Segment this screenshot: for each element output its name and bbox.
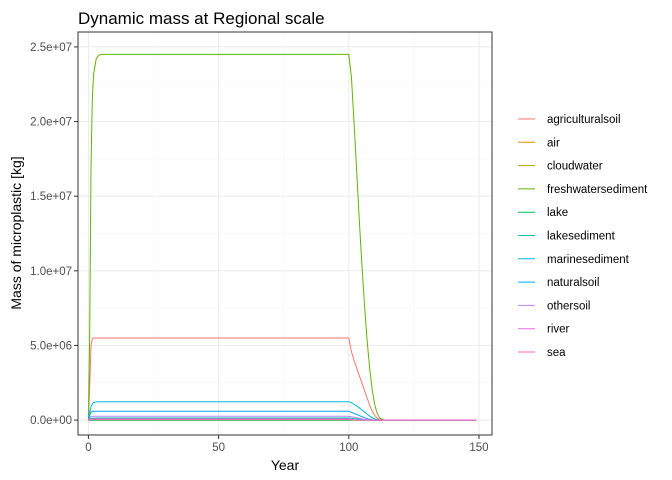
grid-layer — [78, 32, 492, 435]
y-tick-label: 1.0e+07 — [30, 266, 72, 278]
legend: agriculturalsoil air cloudwater freshwaters… — [518, 114, 648, 359]
x-tick-label: 100 — [339, 442, 358, 454]
y-axis-title: Mass of microplastic [kg] — [8, 156, 24, 309]
x-tick-label: 0 — [85, 442, 91, 454]
plot-panel — [77, 31, 493, 436]
x-axis: 0 50 100 150 — [85, 435, 489, 454]
legend-label-river: river — [547, 324, 570, 336]
y-axis: 0.0e+00 5.0e+06 1.0e+07 1.5e+07 2.0e+07 2.5e+… — [30, 42, 78, 427]
legend-label-sea: sea — [547, 347, 566, 359]
y-tick-label: 0.0e+00 — [30, 415, 72, 427]
legend-label-lake: lake — [547, 207, 568, 219]
legend-label-cloudwater: cloudwater — [547, 161, 603, 173]
series-line-sea — [88, 419, 477, 421]
y-tick-label: 5.0e+06 — [30, 340, 72, 352]
legend-label-freshwatersediment: freshwatersediment — [547, 184, 648, 196]
legend-label-naturalsoil: naturalsoil — [547, 277, 599, 289]
legend-label-othersoil: othersoil — [547, 300, 590, 312]
series-layer — [87, 53, 477, 421]
y-tick-label: 2.0e+07 — [30, 117, 72, 129]
chart-title: Dynamic mass at Regional scale — [78, 9, 325, 28]
x-axis-title: Year — [271, 457, 300, 473]
x-tick-label: 50 — [212, 442, 225, 454]
legend-label-lakesediment: lakesediment — [547, 231, 616, 243]
legend-label-marinesediment: marinesediment — [547, 254, 630, 266]
legend-label-air: air — [547, 137, 560, 149]
x-tick-label: 150 — [469, 442, 488, 454]
y-tick-label: 1.5e+07 — [30, 191, 72, 203]
panel-border — [77, 31, 493, 436]
legend-label-agriculturalsoil: agriculturalsoil — [547, 114, 621, 126]
y-tick-label: 2.5e+07 — [30, 42, 72, 54]
